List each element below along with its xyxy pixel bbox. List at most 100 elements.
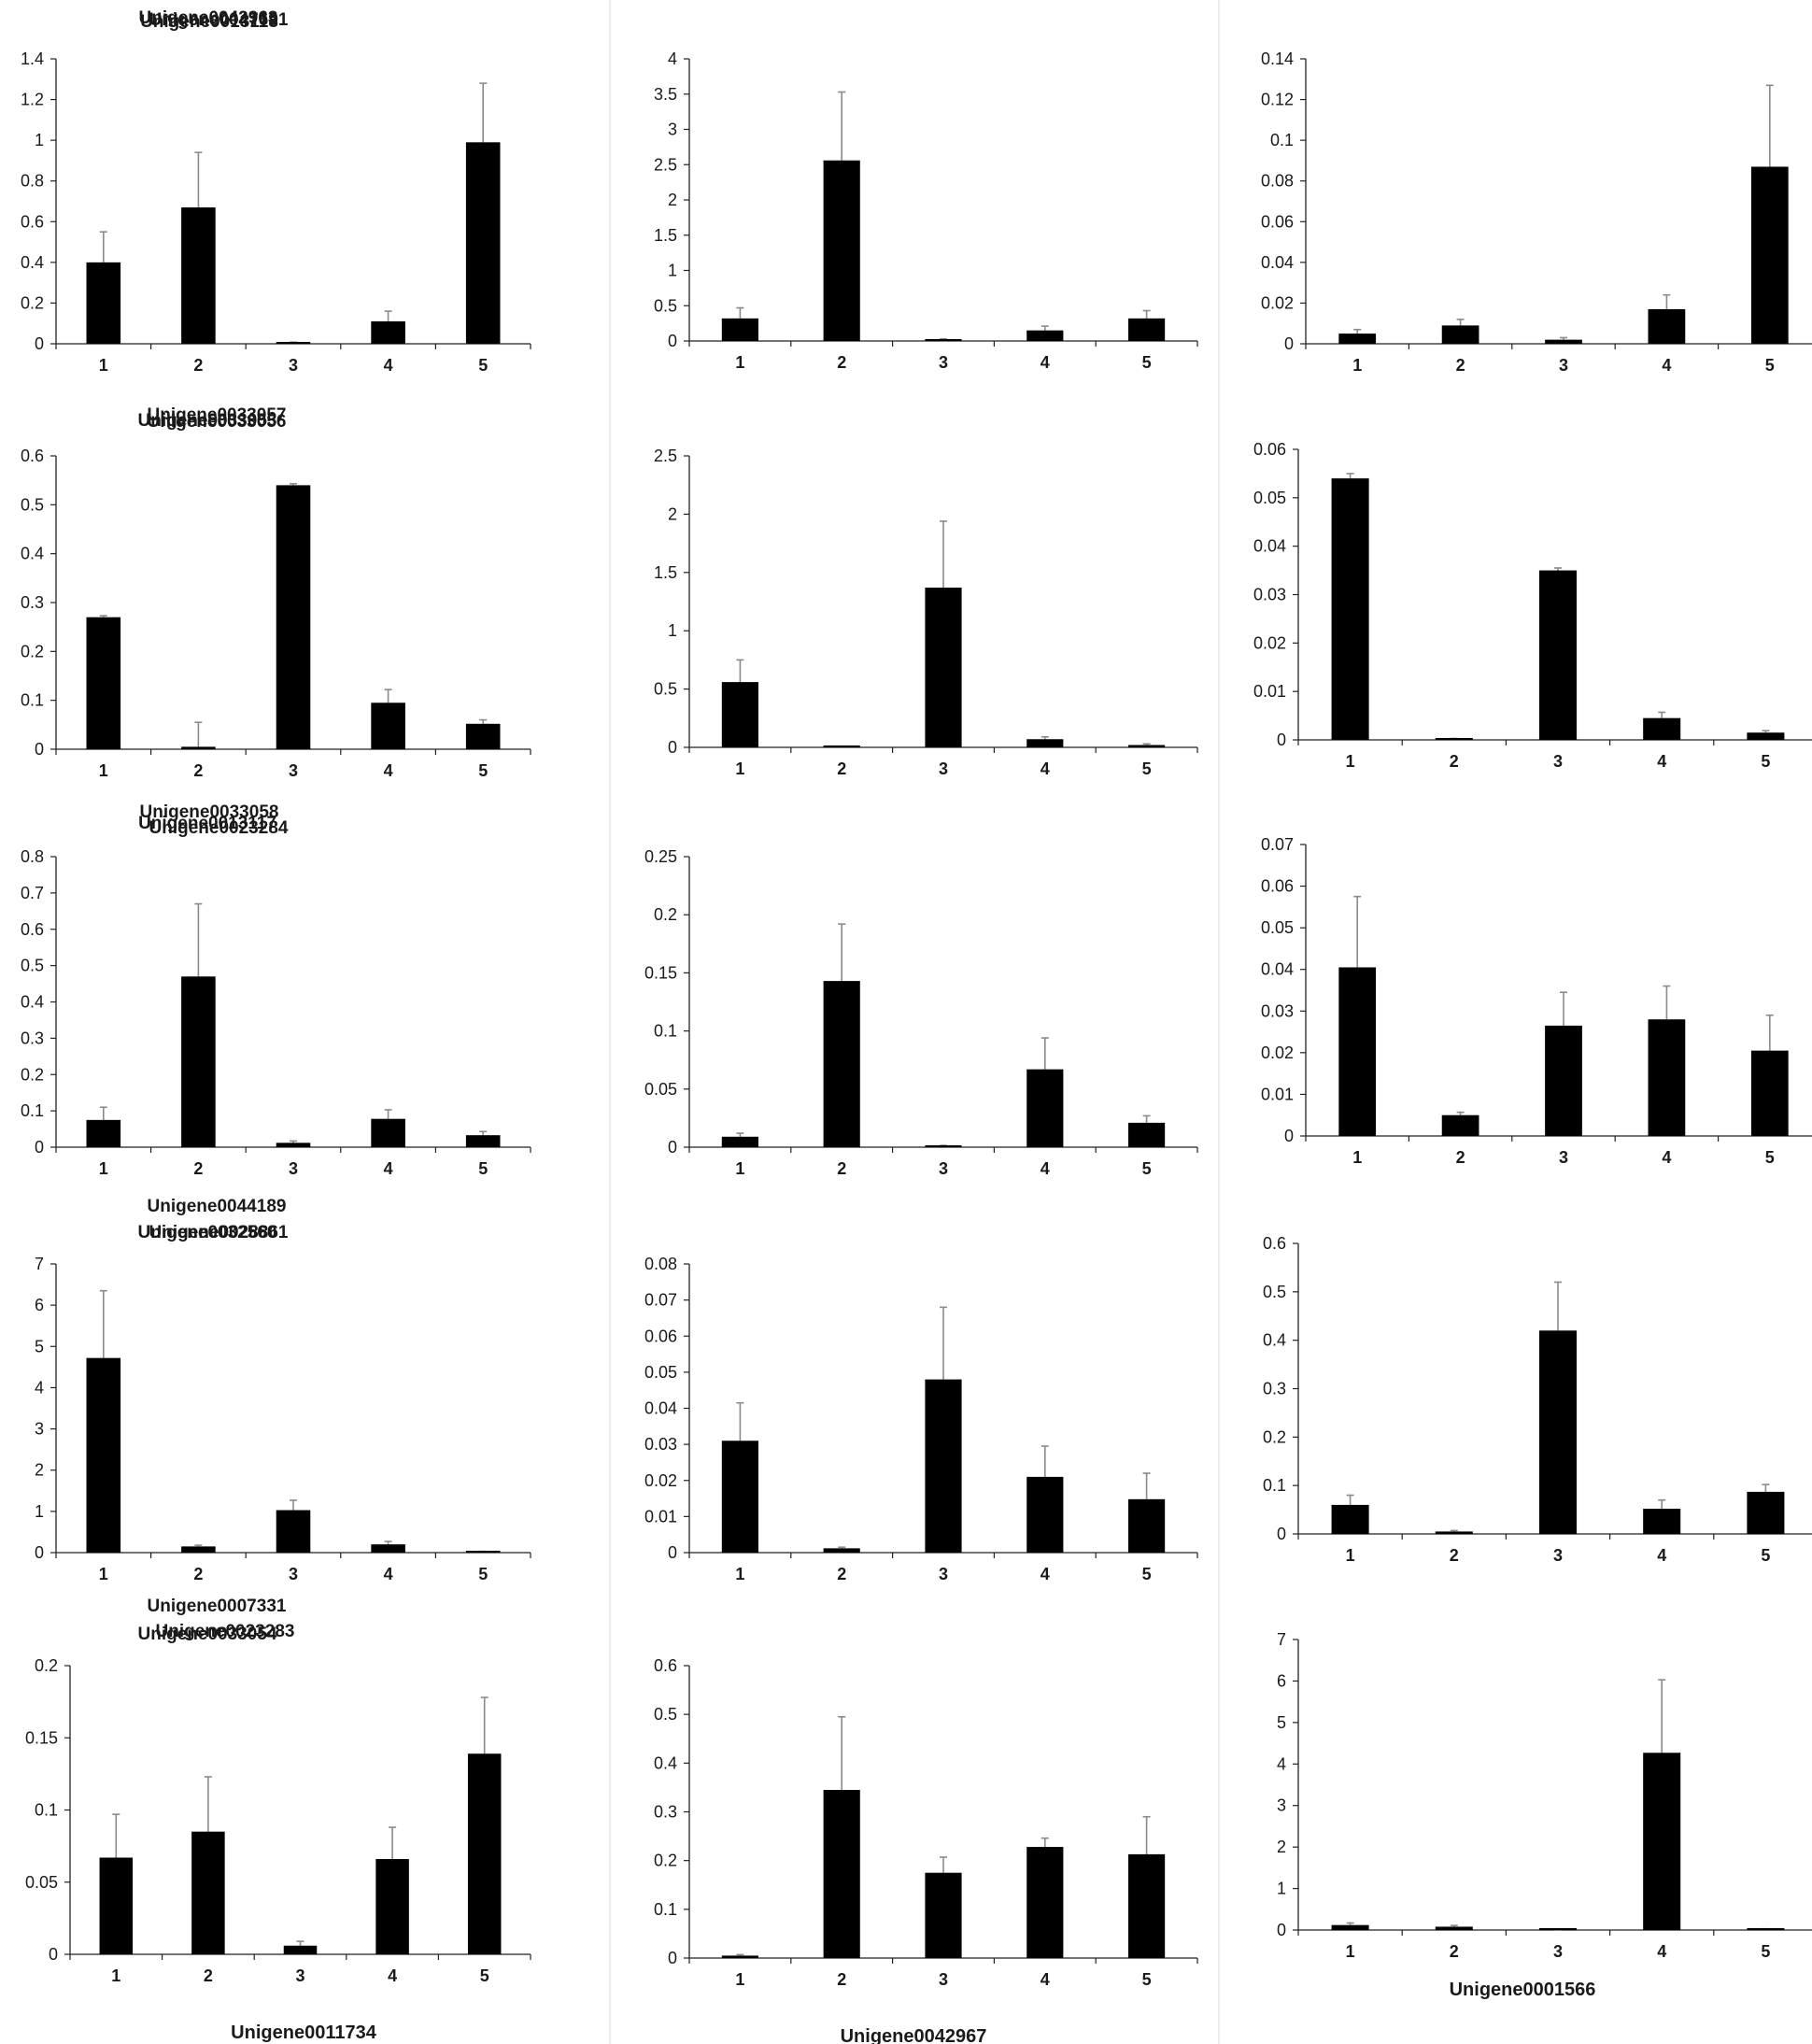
y-tick-label: 0.01 [1261,1085,1294,1103]
y-tick-label: 0.06 [1253,440,1286,459]
x-tick-label: 2 [837,1565,846,1583]
x-tick-label: 4 [1662,356,1671,375]
y-tick-label: 2.5 [654,155,677,174]
y-tick-label: 0.2 [654,905,677,924]
x-tick-label: 4 [1040,353,1050,372]
y-tick-label: 0.04 [1253,537,1286,556]
y-tick-label: 0 [35,1543,44,1562]
bar [1643,1753,1681,1930]
bar [276,1143,311,1147]
x-tick-label: 2 [837,1970,846,1989]
chart-panel-4: Unigene0033056 0 0.1 0.2 0.3 0.4 0.5 0.6 1 2 3 4 5 [21,412,531,780]
y-tick-label: 0.07 [644,1291,677,1310]
bar [1545,1025,1582,1136]
chart-panel-12: Unigene0044189 0 0.1 0.2 0.3 0.4 0.5 0.6 1 2 3 4 5 [148,1197,1812,1565]
y-tick-label: 0 [1277,1525,1286,1543]
y-tick-label: 0.2 [654,1852,677,1870]
chart-panel-2: Unigene0042963 0 0.5 1 1.5 2 2.5 3 3.5 4 1 2 3 4 5 [139,8,1198,372]
y-tick-label: 0.04 [1261,253,1294,272]
bar [721,318,758,341]
x-tick-label: 4 [388,1966,397,1985]
x-tick-label: 2 [193,761,203,780]
bar [1128,1498,1166,1553]
x-tick-label: 1 [735,353,744,372]
x-tick-label: 3 [939,1970,948,1989]
bar [86,617,121,749]
bar [465,142,501,344]
x-tick-label: 5 [1142,353,1152,372]
bar [465,1551,501,1553]
y-tick-label: 0.06 [1261,877,1294,896]
x-tick-label: 5 [478,761,488,780]
y-tick-label: 2 [668,191,677,209]
x-tick-label: 3 [939,353,948,372]
x-tick-label: 1 [99,356,108,375]
bar [823,1548,860,1553]
bar [371,703,405,749]
y-tick-label: 0.01 [1253,682,1286,701]
bar [1331,1924,1369,1930]
bar [191,1831,225,1954]
x-tick-label: 3 [1559,1148,1568,1167]
x-tick-label: 4 [1657,1942,1666,1961]
y-tick-label: 0.1 [654,1022,677,1041]
y-tick-label: 3.5 [654,85,677,104]
bottom-caption-1: Unigene0011734 [231,2023,377,2043]
y-tick-label: 0.02 [1261,1043,1294,1062]
chart-panel-7: Unigene0023284 0 0.1 0.2 0.3 0.4 0.5 0.6 0.7 0.8 1… [21,818,531,1178]
y-tick-label: 0.05 [25,1873,58,1892]
y-tick-label: 0.2 [21,293,44,312]
y-tick-label: 4 [35,1378,44,1397]
bar [1435,1926,1473,1930]
y-tick-label: 0.1 [1263,1476,1286,1495]
y-tick-label: 0.07 [1261,835,1294,854]
x-tick-label: 4 [1657,1546,1666,1565]
y-tick-label: 0.04 [644,1399,677,1418]
bar [1538,1330,1578,1534]
y-tick-label: 0.15 [25,1728,58,1747]
bar [1026,330,1064,341]
bar [1026,1069,1064,1147]
bar [1441,325,1479,344]
x-tick-label: 4 [384,761,393,780]
x-tick-label: 4 [1657,752,1666,771]
y-tick-label: 0.6 [21,447,44,465]
y-tick-label: 0.1 [654,1900,677,1919]
bar [1128,318,1166,341]
x-tick-label: 4 [384,356,393,375]
y-tick-label: 7 [1277,1630,1286,1649]
y-tick-label: 0.05 [1261,918,1294,937]
y-tick-label: 0.2 [21,642,44,660]
x-tick-label: 5 [478,1565,488,1583]
x-tick-label: 5 [1765,356,1775,375]
bar [276,485,311,749]
bar [465,1135,501,1147]
y-tick-label: 0.5 [654,1705,677,1724]
y-tick-label: 2 [668,504,677,523]
bar [1747,1491,1785,1534]
y-tick-label: 0.1 [21,691,44,710]
y-tick-label: 5 [1277,1713,1286,1732]
x-tick-label: 2 [1450,1546,1459,1565]
bar [181,976,216,1147]
y-tick-label: 1 [1277,1880,1286,1898]
chart-title: Unigene0042963 [139,8,278,28]
y-tick-label: 0 [1284,1127,1294,1145]
x-tick-label: 2 [1450,752,1459,771]
y-tick-label: 0.1 [1270,131,1294,149]
chart-panel-3: Unigene0013118 0 0.02 0.04 0.06 0.08 0.1 0.12 0.… [140,12,1812,375]
y-tick-label: 3 [35,1420,44,1439]
x-tick-label: 3 [1553,1942,1563,1961]
y-tick-label: 0.2 [35,1656,58,1675]
y-tick-label: 3 [1277,1796,1286,1815]
bar [1338,967,1377,1136]
x-tick-label: 2 [1450,1942,1459,1961]
chart-panel-10: Unigene0028861 0 1 2 3 4 5 6 7 1 2 3 4 5 [35,1223,531,1583]
y-tick-label: 3 [668,121,677,139]
bar [371,321,405,344]
bar [283,1945,318,1954]
bar [375,1859,409,1954]
y-tick-label: 1.2 [21,91,44,109]
x-tick-label: 1 [735,1159,744,1178]
y-tick-label: 4 [1277,1754,1286,1773]
